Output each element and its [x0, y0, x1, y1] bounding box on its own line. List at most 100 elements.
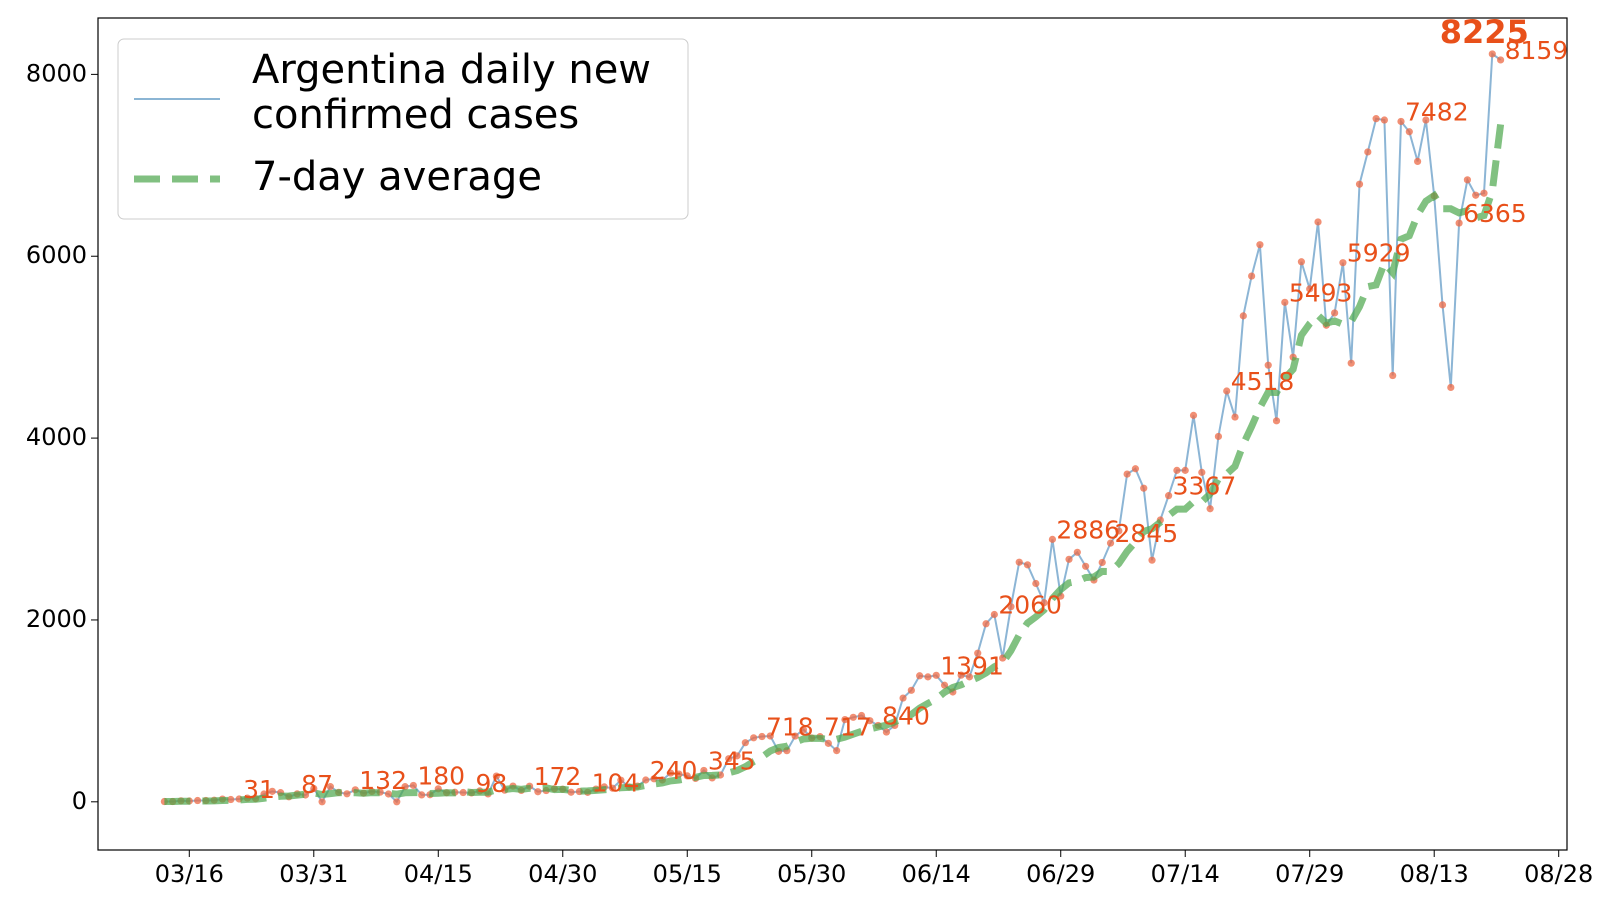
data-point	[1140, 484, 1148, 492]
data-point	[1082, 562, 1090, 570]
value-label: 2845	[1115, 519, 1179, 548]
data-point	[982, 620, 990, 628]
data-point	[1131, 465, 1140, 473]
x-tick-label: 03/31	[279, 860, 348, 888]
data-point	[1331, 309, 1339, 317]
data-point	[1364, 148, 1372, 156]
data-point	[1472, 191, 1480, 199]
data-point	[849, 713, 857, 721]
data-point	[492, 772, 500, 780]
legend-label: Argentina daily new confirmed cases	[252, 47, 651, 138]
legend-label: 7-day average	[252, 154, 542, 200]
legend-box	[117, 38, 689, 220]
data-point	[733, 752, 741, 760]
value-label: 5929	[1347, 239, 1411, 268]
data-point	[1272, 417, 1281, 425]
data-point	[384, 790, 393, 798]
value-label: 132	[359, 766, 407, 795]
x-tick-label: 07/14	[1151, 860, 1220, 888]
data-point	[193, 796, 202, 805]
data-point	[1339, 259, 1347, 267]
value-label: 8159	[1505, 36, 1569, 65]
value-label: 1391	[940, 651, 1004, 680]
data-point	[1239, 312, 1247, 320]
value-label: 2886	[1056, 515, 1120, 544]
data-point	[1223, 387, 1231, 395]
data-point	[1040, 599, 1048, 607]
value-label: 6365	[1463, 199, 1527, 228]
value-label: 104	[592, 768, 640, 797]
data-point	[866, 717, 874, 725]
data-point	[667, 769, 675, 777]
y-tick-label: 0	[72, 787, 87, 815]
data-point	[642, 776, 650, 784]
data-point	[1048, 535, 1057, 543]
data-point	[833, 747, 841, 755]
x-tick-label: 04/15	[404, 860, 473, 888]
data-point	[268, 787, 276, 795]
data-point	[1256, 241, 1264, 249]
data-point	[824, 739, 832, 747]
data-point	[791, 732, 799, 740]
data-point	[1497, 56, 1505, 64]
data-point	[974, 649, 982, 657]
data-point	[1023, 561, 1032, 569]
x-tick-label: 05/30	[777, 860, 846, 888]
data-point	[675, 770, 683, 778]
y-tick-label: 8000	[26, 59, 87, 87]
max-value-label: 8225	[1440, 13, 1529, 51]
data-point	[766, 732, 774, 740]
x-tick-label: 07/29	[1275, 860, 1344, 888]
data-point	[393, 798, 401, 806]
data-point	[965, 673, 974, 681]
value-label: 4518	[1231, 367, 1295, 396]
value-label: 7482	[1405, 97, 1469, 126]
data-point	[343, 790, 351, 798]
data-point	[725, 755, 733, 763]
value-label: 180	[417, 761, 465, 790]
y-tick-label: 2000	[26, 605, 87, 633]
data-point	[1480, 189, 1488, 197]
data-point	[758, 732, 766, 741]
data-point	[1073, 548, 1081, 556]
data-point	[1065, 555, 1073, 563]
data-point	[1248, 272, 1256, 280]
data-point	[459, 788, 467, 797]
data-point	[990, 610, 998, 619]
data-point	[1007, 603, 1015, 611]
data-point	[1214, 432, 1223, 441]
data-point	[1181, 466, 1189, 474]
data-point	[1198, 468, 1206, 476]
x-tick-label: 04/30	[528, 860, 597, 888]
data-point	[940, 681, 949, 689]
data-point	[1347, 359, 1355, 367]
data-point	[1148, 556, 1156, 564]
data-point	[1389, 371, 1397, 380]
data-point	[857, 711, 866, 720]
data-point	[1438, 301, 1447, 309]
data-point	[1106, 539, 1115, 547]
data-point	[1306, 285, 1314, 293]
legend: Argentina daily new confirmed cases 7-day …	[117, 38, 689, 220]
data-point	[932, 671, 940, 679]
data-point	[683, 772, 691, 780]
value-label: 717	[824, 713, 872, 742]
data-point	[534, 788, 542, 796]
value-label: 240	[650, 756, 698, 785]
data-point	[841, 716, 849, 724]
data-point	[1165, 492, 1173, 500]
value-label: 5493	[1289, 278, 1353, 307]
data-point	[1115, 527, 1123, 535]
data-point	[1098, 558, 1106, 567]
data-point	[1380, 116, 1389, 124]
data-point	[401, 783, 409, 791]
data-point	[882, 728, 891, 736]
data-point	[1264, 361, 1272, 369]
data-point	[1123, 470, 1131, 478]
x-tick-label: 08/13	[1400, 860, 1469, 888]
value-label: 840	[882, 701, 930, 730]
data-point	[326, 783, 334, 791]
value-label: 172	[534, 762, 582, 791]
